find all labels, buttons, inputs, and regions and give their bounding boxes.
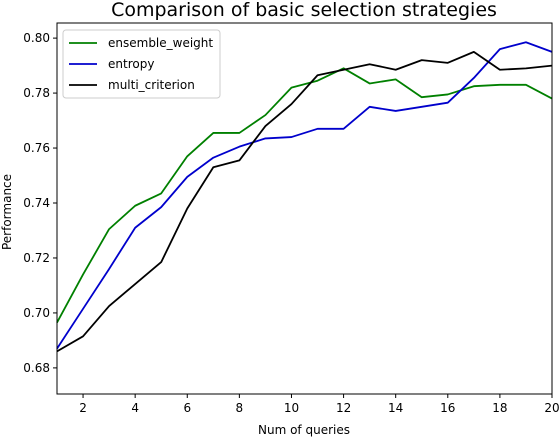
- x-tick-label: 8: [236, 401, 244, 415]
- x-tick-label: 18: [492, 401, 507, 415]
- chart-title: Comparison of basic selection strategies: [111, 0, 497, 21]
- y-tick-label: 0.68: [23, 361, 50, 375]
- x-tick-label: 6: [183, 401, 191, 415]
- series-line-entropy: [56, 41, 553, 350]
- legend-box: [62, 29, 221, 99]
- plot-lines: [56, 41, 553, 353]
- y-tick-label: 0.74: [23, 196, 50, 210]
- x-tick-label: 12: [336, 401, 351, 415]
- y-tick-label: 0.78: [23, 86, 50, 100]
- x-tick-label: 16: [440, 401, 455, 415]
- legend-label: entropy: [108, 57, 154, 71]
- x-axis-title: Num of queries: [258, 423, 350, 437]
- series-line-multi-criterion: [56, 50, 553, 353]
- y-tick-label: 0.72: [23, 251, 50, 265]
- y-tick-label: 0.70: [23, 306, 50, 320]
- x-tick-label: 10: [284, 401, 299, 415]
- y-tick-label: 0.80: [23, 31, 50, 45]
- x-axis: 2 4 6 8 10 12 14 16 18 20: [79, 394, 559, 415]
- series-line-ensemble-weight: [56, 67, 553, 323]
- x-tick-label: 2: [79, 401, 87, 415]
- plot-frame: [56, 22, 553, 395]
- y-axis-title: Performance: [0, 174, 14, 250]
- y-tick-label: 0.76: [23, 141, 50, 155]
- legend-label: ensemble_weight: [108, 36, 213, 50]
- x-tick-label: 4: [131, 401, 139, 415]
- legend-label: multi_criterion: [108, 78, 195, 92]
- x-tick-label: 20: [544, 401, 559, 415]
- y-axis: 0.68 0.70 0.72 0.74 0.76 0.78 0.80: [23, 31, 57, 375]
- x-tick-label: 14: [388, 401, 403, 415]
